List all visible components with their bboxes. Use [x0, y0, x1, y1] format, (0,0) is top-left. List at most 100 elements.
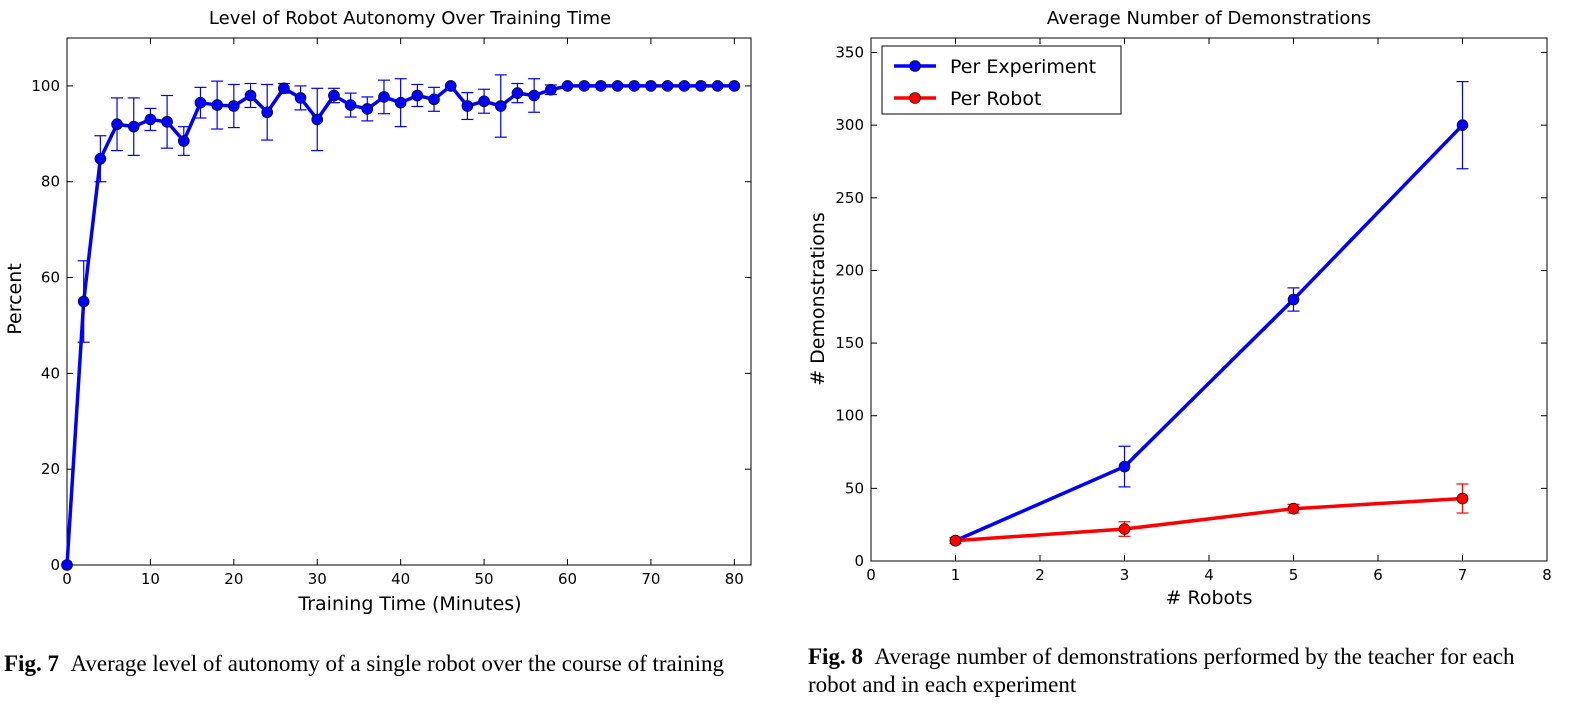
- caption-fig8: Fig. 8 Average number of demonstrations …: [808, 643, 1558, 699]
- series-line: [955, 496, 1463, 543]
- data-point: [77, 295, 90, 308]
- data-point: [144, 113, 157, 126]
- data-point: [645, 80, 657, 92]
- caption-label: Fig. 8: [808, 644, 863, 669]
- y-tick-label: 100: [835, 407, 864, 425]
- data-point: [528, 89, 540, 102]
- y-tick-label: 150: [835, 334, 864, 352]
- data-point: [661, 80, 674, 92]
- legend: Per Experiment Per Robot: [881, 45, 1122, 115]
- data-point: [461, 100, 474, 112]
- x-tick-label: 1: [951, 566, 961, 584]
- x-tick-label: 8: [1542, 566, 1552, 584]
- plot-frame: [66, 37, 752, 566]
- caption-fig7: Fig. 7 Average level of autonomy of a si…: [4, 650, 764, 678]
- data-point: [244, 89, 257, 102]
- chart-title: Average Number of Demonstrations: [1047, 8, 1371, 29]
- data-point: [478, 95, 490, 108]
- data-point: [678, 80, 691, 92]
- data-point: [261, 106, 273, 119]
- legend-swatch-marker: [909, 92, 921, 104]
- x-tick-label: 80: [725, 570, 744, 588]
- x-tick-label: 0: [62, 570, 72, 588]
- data-point: [228, 100, 240, 112]
- x-tick-label: 30: [308, 570, 327, 588]
- data-point: [595, 80, 607, 92]
- chart-title: Level of Robot Autonomy Over Training Ti…: [209, 8, 611, 29]
- data-point: [1456, 492, 1469, 505]
- data-point: [361, 103, 374, 115]
- x-tick-label: 3: [1120, 566, 1130, 584]
- chart-demonstrations: Average Number of Demonstrations # Robot…: [807, 8, 1552, 609]
- x-tick-label: 5: [1289, 566, 1299, 584]
- data-point: [111, 118, 123, 131]
- legend-box: [881, 45, 1122, 115]
- series-line: [65, 84, 735, 566]
- data-point: [394, 96, 407, 109]
- x-tick-label: 6: [1373, 566, 1383, 584]
- data-point: [378, 91, 390, 103]
- data-point: [344, 99, 357, 111]
- series-line: [954, 123, 1464, 543]
- data-point: [177, 135, 190, 147]
- x-tick-label: 70: [641, 570, 660, 588]
- legend-label: Per Experiment: [950, 56, 1096, 78]
- series: [949, 80, 1469, 547]
- data-point: [1287, 502, 1300, 515]
- x-axis-label: # Robots: [1166, 587, 1253, 609]
- data-point: [611, 80, 624, 92]
- data-point: [1118, 523, 1131, 535]
- y-tick-label: 250: [835, 189, 864, 207]
- x-tick-label: 7: [1458, 566, 1468, 584]
- legend-label: Per Robot: [950, 88, 1041, 110]
- y-tick-label: 0: [50, 556, 60, 574]
- data-point: [61, 559, 73, 571]
- y-tick-label: 200: [835, 261, 864, 279]
- data-point: [1456, 119, 1469, 131]
- data-point: [311, 113, 324, 126]
- caption-label: Fig. 7: [4, 651, 59, 676]
- data-point: [328, 89, 340, 102]
- data-point: [278, 82, 290, 95]
- data-point: [194, 96, 207, 109]
- x-tick-label: 0: [866, 566, 876, 584]
- data-point: [444, 80, 457, 92]
- series: [61, 74, 741, 571]
- data-point: [127, 120, 140, 133]
- data-point: [161, 116, 173, 128]
- y-axis-label: Percent: [4, 263, 26, 335]
- x-tick-label: 2: [1035, 566, 1045, 584]
- y-tick-label: 300: [835, 116, 864, 134]
- data-point: [428, 93, 440, 106]
- chart-autonomy: Level of Robot Autonomy Over Training Ti…: [4, 8, 752, 615]
- plot-frame: [870, 37, 1548, 562]
- y-tick-label: 40: [41, 364, 60, 382]
- data-point: [949, 534, 962, 547]
- data-point: [411, 89, 424, 102]
- data-point: [211, 99, 223, 111]
- data-point: [545, 83, 557, 96]
- y-tick-label: 100: [31, 77, 60, 95]
- y-tick-label: 60: [41, 269, 60, 287]
- y-tick-label: 0: [854, 552, 864, 570]
- x-tick-label: 60: [558, 570, 577, 588]
- legend-swatch-marker: [909, 60, 921, 72]
- data-point: [1287, 293, 1300, 306]
- data-point: [695, 80, 707, 92]
- y-tick-label: 20: [41, 460, 60, 478]
- x-tick-label: 4: [1204, 566, 1214, 584]
- y-axis-label: # Demonstrations: [807, 212, 829, 386]
- series: [949, 483, 1469, 547]
- y-tick-label: 50: [845, 479, 864, 497]
- data-point: [578, 80, 590, 92]
- caption-text: Average level of autonomy of a single ro…: [70, 651, 725, 676]
- data-point: [494, 100, 507, 112]
- data-point: [711, 80, 724, 92]
- data-point: [94, 152, 107, 165]
- x-tick-label: 40: [391, 570, 410, 588]
- x-tick-label: 20: [224, 570, 243, 588]
- x-tick-label: 50: [475, 570, 494, 588]
- data-point: [628, 80, 641, 92]
- y-tick-label: 350: [835, 44, 864, 62]
- data-point: [294, 92, 307, 104]
